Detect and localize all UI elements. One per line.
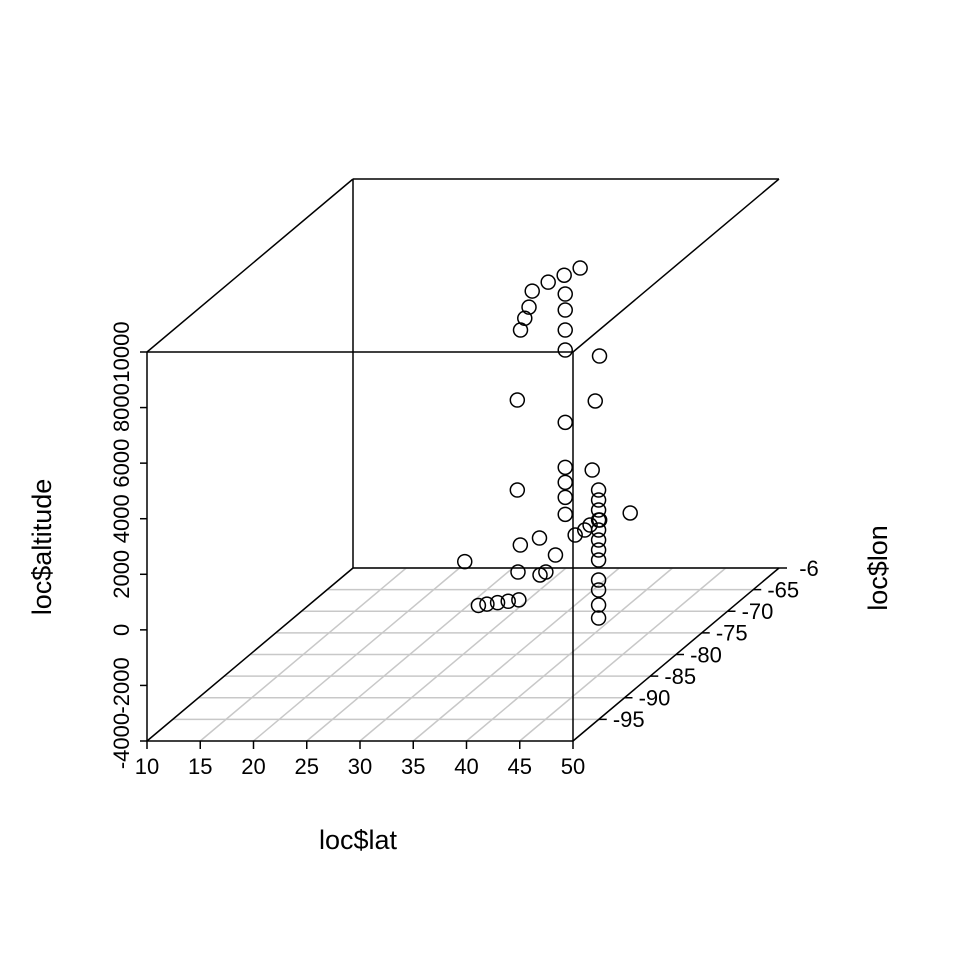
point [590,597,607,613]
x-tick-label: 30 [348,754,372,779]
point [591,348,608,364]
y-tick-label: -90 [639,686,671,711]
point [557,489,573,506]
point [512,537,529,553]
point [521,299,537,315]
point [556,267,572,283]
point [590,482,607,498]
point [584,462,600,478]
point [538,564,554,580]
point [582,517,598,533]
point [509,482,526,498]
point [517,310,533,327]
box-edge [146,567,354,742]
point [557,322,573,338]
point [590,610,607,626]
y-tick-label: -6 [799,556,819,581]
point [557,286,573,302]
point [557,459,573,476]
point [510,564,526,580]
point [590,492,607,508]
y-tick-label: -80 [690,642,722,667]
y-tick-label: -85 [664,664,696,689]
point [500,593,516,610]
point [590,542,607,558]
y-axis-label: loc$lon [863,525,893,611]
x-tick-label: 25 [295,754,319,779]
x-tick-label: 50 [561,754,585,779]
y-tick-label: -75 [716,621,748,646]
x-tick-label: 20 [241,754,265,779]
point [547,547,564,563]
point [557,302,573,318]
point [590,502,607,518]
z-tick-label: -2000 [109,657,134,713]
point [557,342,573,358]
point [557,474,573,491]
x-tick-label: 15 [188,754,212,779]
x-tick-label: 40 [454,754,478,779]
box-edge [572,178,780,353]
point [590,552,607,568]
y-tick-label: -95 [613,707,645,732]
point [457,553,473,570]
point [557,506,573,523]
point [489,594,506,611]
point [470,597,487,614]
point [590,582,607,598]
point [622,505,638,521]
point [590,512,607,528]
point [557,414,573,431]
point [524,283,540,299]
point [567,527,583,543]
point [590,532,607,548]
point [509,392,526,408]
x-tick-label: 10 [135,754,159,779]
z-tick-label: 4000 [109,494,134,543]
y-tick-label: -70 [742,599,774,624]
z-tick-label: 10000 [109,321,134,382]
point [479,596,495,612]
z-tick-label: 0 [109,624,134,636]
point [511,592,527,608]
point [590,522,607,538]
z-axis-label: loc$altitude [27,479,57,616]
point [587,393,603,409]
x-axis-label: loc$lat [319,825,398,855]
z-tick-label: 2000 [109,550,134,599]
x-tick-label: 45 [508,754,532,779]
y-tick-label: -65 [767,577,799,602]
z-tick-label: -4000 [109,713,134,769]
z-tick-label: 8000 [109,383,134,432]
point [540,274,556,290]
x-tick-label: 35 [401,754,425,779]
point [572,260,588,276]
box-edge [146,178,354,353]
point [531,530,548,546]
z-tick-label: 6000 [109,439,134,488]
point [590,572,607,588]
